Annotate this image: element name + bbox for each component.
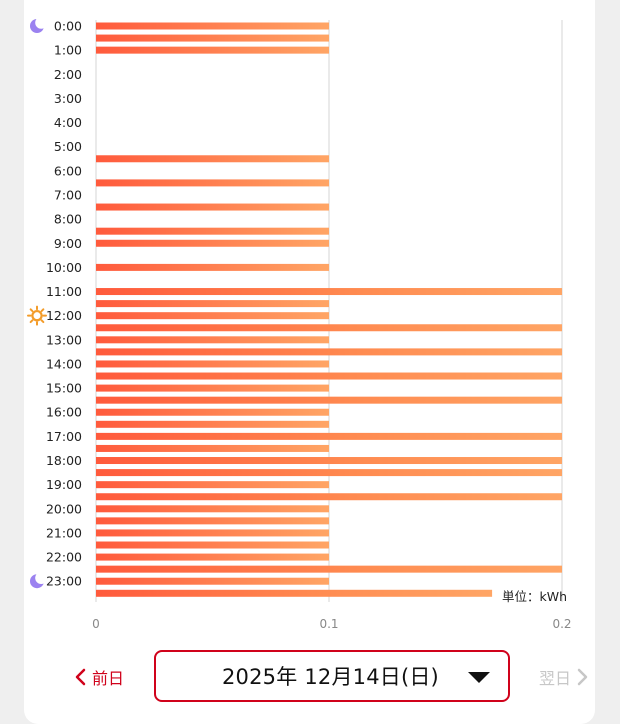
bar-6:30	[96, 179, 329, 187]
bar-13:00	[96, 336, 329, 344]
hour-label: 19:00	[46, 477, 82, 492]
bar-15:00	[96, 384, 329, 392]
prev-day-label: 前日	[92, 669, 125, 688]
bar-20:30	[96, 517, 329, 525]
hour-label: 21:00	[46, 525, 82, 540]
bar-23:30	[96, 589, 493, 597]
hour-label: 15:00	[46, 381, 82, 396]
prev-day-button[interactable]: 前日	[74, 662, 124, 692]
sun-icon	[27, 305, 47, 326]
hour-label: 3:00	[54, 91, 82, 106]
usage-card: 0 0.1 0.2 0:00 1:00 2:00 3:00 4:00 5:00 6:00 7:00 8…	[24, 0, 595, 724]
moon-icon	[30, 572, 48, 589]
bar-23:00	[96, 577, 329, 585]
date-select[interactable]: 2025年 12月14日(日)	[154, 650, 510, 702]
bar-16:30	[96, 420, 329, 428]
bar-18:00	[96, 457, 562, 465]
x-tick-label: 0.2	[552, 617, 571, 631]
hour-label: 13:00	[46, 332, 82, 347]
bar-18:30	[96, 469, 562, 477]
hourly-usage-chart: 0 0.1 0.2 0:00 1:00 2:00 3:00 4:00 5:00 6:00 7:00 8…	[27, 16, 572, 631]
bar-16:00	[96, 408, 329, 416]
hour-label: 9:00	[54, 236, 82, 251]
bar-0:00	[96, 22, 329, 30]
bar-15:30	[96, 396, 562, 404]
bar-20:00	[96, 505, 329, 513]
hour-label: 20:00	[46, 501, 82, 516]
hour-label: 18:00	[46, 453, 82, 468]
bar-13:30	[96, 348, 562, 356]
bar-21:00	[96, 529, 329, 537]
bar-1:00	[96, 46, 329, 54]
x-tick-label: 0	[92, 617, 100, 631]
bar-10:00	[96, 263, 329, 271]
hour-label: 16:00	[46, 405, 82, 420]
hour-label: 0:00	[54, 19, 82, 34]
hour-label: 17:00	[46, 429, 82, 444]
bar-22:00	[96, 553, 329, 561]
bar-19:30	[96, 493, 562, 501]
bar-12:00	[96, 312, 329, 320]
bar-14:30	[96, 372, 562, 380]
selected-date: 2025年 12月14日(日)	[222, 665, 439, 689]
hour-label: 10:00	[46, 260, 82, 275]
hour-label: 2:00	[54, 67, 82, 82]
hour-label: 23:00	[46, 574, 82, 589]
bar-21:30	[96, 541, 329, 549]
bar-14:00	[96, 360, 329, 368]
hour-label: 14:00	[46, 356, 82, 371]
hour-label: 7:00	[54, 187, 82, 202]
next-day-button[interactable]: 翌日	[539, 662, 589, 692]
chevron-left-icon	[75, 668, 86, 686]
x-tick-label: 0.1	[319, 617, 338, 631]
bar-22:30	[96, 565, 562, 573]
hour-label: 4:00	[54, 115, 82, 130]
bar-5:30	[96, 155, 329, 163]
bar-9:00	[96, 239, 329, 247]
hour-label: 22:00	[46, 550, 82, 565]
moon-icon	[30, 16, 48, 33]
bar-11:00	[96, 288, 562, 296]
hour-label: 6:00	[54, 163, 82, 178]
unit-label: 単位：kWh	[502, 589, 567, 604]
bar-8:30	[96, 227, 329, 235]
hour-label: 12:00	[46, 308, 82, 323]
hour-label: 1:00	[54, 43, 82, 58]
bar-0:30	[96, 34, 329, 42]
bar-19:00	[96, 481, 329, 489]
bar-17:30	[96, 444, 329, 452]
bar-12:30	[96, 324, 562, 332]
bar-17:00	[96, 432, 562, 440]
hour-label: 5:00	[54, 139, 82, 154]
chevron-right-icon	[577, 668, 588, 686]
hour-label: 8:00	[54, 212, 82, 227]
hour-label: 11:00	[46, 284, 82, 299]
bar-11:30	[96, 300, 329, 308]
next-day-label: 翌日	[539, 669, 572, 688]
caret-down-icon	[468, 672, 490, 683]
bar-7:30	[96, 203, 329, 211]
